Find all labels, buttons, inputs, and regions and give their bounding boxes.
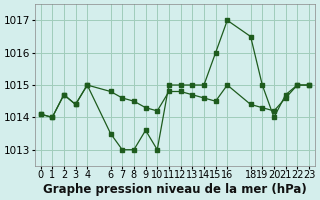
- X-axis label: Graphe pression niveau de la mer (hPa): Graphe pression niveau de la mer (hPa): [43, 183, 307, 196]
